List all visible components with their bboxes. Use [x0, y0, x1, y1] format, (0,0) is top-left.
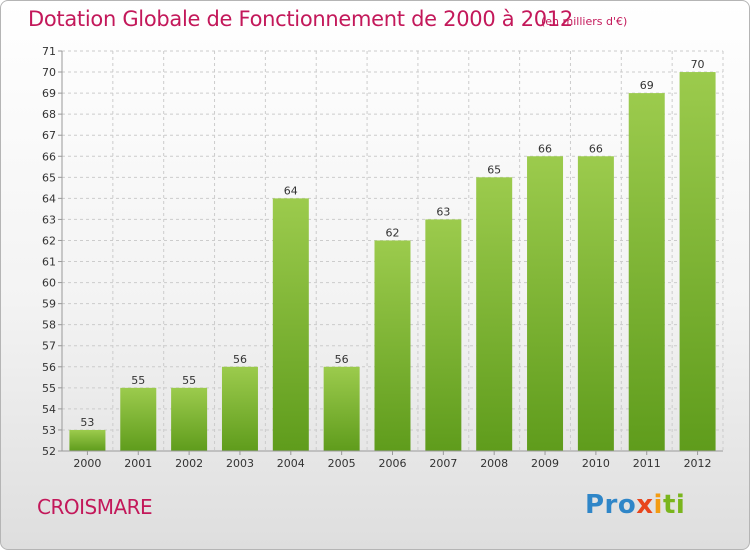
logo-part-1: Pro: [585, 490, 637, 520]
y-tick-label: 63: [42, 213, 56, 226]
bar-value-label: 66: [538, 142, 552, 155]
x-tick-label: 2005: [328, 457, 356, 470]
commune-name: CROISMARE: [37, 495, 153, 519]
y-tick-label: 69: [42, 87, 56, 100]
bar-2007: [425, 219, 462, 451]
bar-2005: [323, 366, 360, 451]
bar-2011: [628, 93, 665, 452]
logo-part-3: i: [653, 490, 663, 520]
y-tick-label: 60: [42, 277, 56, 290]
x-tick-label: 2004: [277, 457, 305, 470]
x-tick-label: 2007: [429, 457, 457, 470]
bar-2006: [374, 240, 411, 451]
bar-2009: [527, 156, 564, 451]
bar-value-label: 64: [284, 184, 298, 197]
bar-2002: [171, 387, 208, 451]
y-tick-label: 57: [42, 340, 56, 353]
y-tick-label: 67: [42, 129, 56, 142]
logo-part-2: x: [636, 490, 654, 520]
chart-title: Dotation Globale de Fonctionnement de 20…: [28, 7, 573, 31]
y-tick-label: 68: [42, 108, 56, 121]
x-tick-label: 2003: [226, 457, 254, 470]
bar-2001: [120, 387, 157, 451]
bar-2012: [679, 72, 716, 451]
bar-value-label: 53: [80, 416, 94, 429]
x-tick-label: 2012: [684, 457, 712, 470]
y-tick-label: 55: [42, 382, 56, 395]
bar-2003: [221, 366, 258, 451]
x-tick-label: 2009: [531, 457, 559, 470]
x-tick-label: 2008: [480, 457, 508, 470]
y-tick-label: 71: [42, 45, 56, 58]
x-axis: 2000 2001 2002 2003 2004 2005 2006 2007 2008 2009…: [62, 450, 723, 470]
x-tick-label: 2000: [73, 457, 101, 470]
bar-value-label: 55: [182, 374, 196, 387]
y-axis: 52 53 54 55 56 57 58 59 60 61 62 63 64 65 66 67 68 69 70 71: [42, 45, 63, 458]
y-tick-label: 58: [42, 319, 56, 332]
y-tick-label: 56: [42, 361, 56, 374]
bar-2000: [69, 429, 106, 451]
x-tick-label: 2006: [379, 457, 407, 470]
y-tick-label: 52: [42, 445, 56, 458]
y-tick-label: 65: [42, 171, 56, 184]
bar-2010: [577, 156, 614, 451]
bar-value-label: 56: [335, 353, 349, 366]
bar-2008: [476, 177, 513, 451]
x-tick-label: 2002: [175, 457, 203, 470]
bar-value-labels: 53 55 55 56 64 56 62 63 65 66 66 69 70: [80, 58, 704, 429]
y-tick-label: 54: [42, 403, 56, 416]
bar-value-label: 55: [131, 374, 145, 387]
x-tick-label: 2011: [633, 457, 661, 470]
y-tick-label: 61: [42, 256, 56, 269]
y-tick-label: 59: [42, 298, 56, 311]
y-tick-label: 66: [42, 150, 56, 163]
bar-value-label: 70: [691, 58, 705, 71]
bars: [69, 72, 716, 452]
proxiti-logo[interactable]: Proxiti: [585, 490, 685, 520]
bar-value-label: 66: [589, 142, 603, 155]
x-tick-label: 2001: [124, 457, 152, 470]
bar-value-label: 63: [436, 205, 450, 218]
chart-subtitle: (en milliers d'€): [541, 15, 628, 28]
x-tick-label: 2010: [582, 457, 610, 470]
bar-value-label: 56: [233, 353, 247, 366]
y-tick-label: 70: [42, 66, 56, 79]
y-tick-label: 64: [42, 192, 56, 205]
bar-2004: [272, 198, 309, 451]
logo-part-4: ti: [662, 490, 686, 520]
bar-value-label: 65: [487, 163, 501, 176]
y-tick-label: 53: [42, 424, 56, 437]
bar-value-label: 62: [386, 226, 400, 239]
y-tick-label: 62: [42, 234, 56, 247]
bar-value-label: 69: [640, 79, 654, 92]
